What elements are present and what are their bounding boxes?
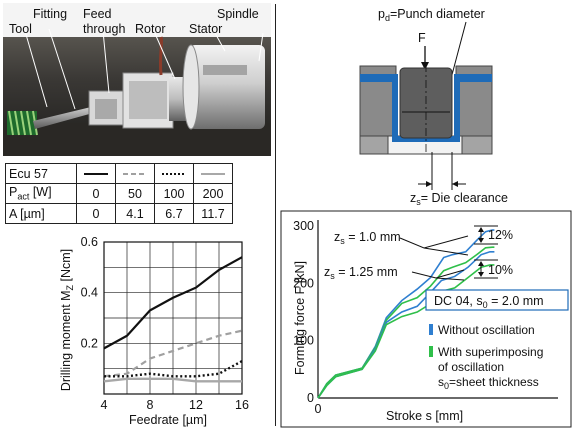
material-box-label: DC 04, s0 = 2.0 mm [434, 294, 544, 310]
y-axis-label: Drilling moment MZ [Ncm] [59, 249, 75, 391]
annotation-leader [399, 235, 469, 256]
table-row: Ecu 57 [5, 163, 233, 184]
photo-label-through: through [83, 22, 125, 36]
series-line-solid-black [103, 256, 243, 350]
panel-divider [275, 4, 276, 426]
x-tick-label: 8 [147, 398, 154, 412]
parameter-table: Ecu 57 Pact [W] 0 50 100 200 A [µm] 0 4.… [5, 163, 233, 224]
spindle-photo: Fitting Tool Feed through Rotor Spindle … [3, 3, 271, 156]
y-tick-label: 300 [293, 219, 314, 233]
photo-label-feed: Feed [83, 7, 112, 21]
table-cell: 100 [154, 183, 194, 204]
punch-diameter-label: pd=Punch diameter [378, 7, 485, 23]
table-row: A [µm] 0 4.1 6.7 11.7 [5, 203, 233, 224]
line-style-cell [154, 163, 194, 184]
table-cell: 0 [76, 183, 116, 204]
table-cell: 50 [115, 183, 155, 204]
drilling-moment-chart: Drilling moment MZ [Ncm] 0.2 0.4 0.6 4 8 12 16… [59, 235, 249, 427]
y-tick-label: 200 [293, 276, 314, 290]
annotation-zs-1: zs = 1.0 mm [334, 230, 401, 246]
legend-label-with: With superimposing [438, 345, 543, 359]
photo-label-rotor: Rotor [135, 22, 166, 36]
x-tick-label: 16 [235, 398, 249, 412]
table-cell: 200 [193, 183, 233, 204]
y-axis-label: Forming force F [kN] [293, 261, 307, 375]
forming-force-chart: Forming force F [kN] 300 200 100 00 zs = 1.… [280, 210, 572, 428]
photo-label-stator: Stator [189, 22, 222, 36]
line-style-cell [115, 163, 155, 184]
force-label: F [418, 31, 426, 45]
y-tick-label: 0.2 [81, 336, 98, 350]
y-tick-label: 0.6 [81, 235, 98, 249]
legend-swatch-green [429, 346, 433, 357]
legend-dotted-black [162, 172, 186, 175]
series-line-dotted-black [104, 360, 243, 378]
legend-label-thickness: s0=sheet thickness [438, 375, 539, 391]
plot-frame [103, 241, 243, 395]
photo-label-spindle: Spindle [217, 7, 259, 21]
row-label: Ecu 57 [5, 163, 77, 184]
y-tick-label: 0 [307, 391, 314, 405]
photo-label-tool: Tool [9, 22, 32, 36]
table-cell: 0 [76, 203, 116, 224]
table-cell: 11.7 [193, 203, 233, 224]
annotation-leader [411, 269, 465, 281]
punch-die-diagram: pd=Punch diameter F zs= Die clearance [359, 7, 508, 206]
legend-swatch-blue [429, 324, 433, 335]
series-line-dashed-gray [103, 329, 243, 378]
table-row: Pact [W] 0 50 100 200 [5, 183, 233, 204]
series-line [317, 264, 495, 399]
y-tick-label: 0.4 [81, 286, 98, 300]
chart-frame [280, 210, 572, 428]
annotation-zs-2: zs = 1.25 mm [324, 265, 398, 281]
line-style-cell [76, 163, 116, 184]
series-line-solid-gray [103, 377, 242, 383]
material-box [425, 289, 569, 311]
annotation-10-percent: 10% [488, 263, 513, 277]
annotation-12-percent: 12% [488, 228, 513, 242]
table-cell: 4.1 [115, 203, 155, 224]
photo-label-fitting: Fitting [33, 7, 67, 21]
x-tick-label: 0 [315, 402, 322, 416]
line-style-cell [193, 163, 233, 184]
y-tick-label: 100 [293, 334, 314, 348]
row-label: A [µm] [5, 203, 77, 224]
force-arrow-head [421, 62, 429, 70]
row-label: Pact [W] [5, 183, 77, 204]
die-clearance-label: zs= Die clearance [410, 191, 508, 206]
x-axis-label: Stroke s [mm] [386, 409, 463, 423]
series-line [317, 246, 495, 399]
legend-solid-black [84, 172, 108, 175]
x-tick-label: 4 [101, 398, 108, 412]
legend-dashed-gray [123, 172, 147, 175]
table-cell: 6.7 [154, 203, 194, 224]
x-tick-label: 12 [189, 398, 203, 412]
legend-solid-gray [201, 172, 225, 175]
legend-label-without: Without oscillation [438, 323, 535, 337]
legend-label-with-cont: of oscillation [438, 360, 504, 374]
x-axis-label: Feedrate [µm] [129, 413, 207, 427]
